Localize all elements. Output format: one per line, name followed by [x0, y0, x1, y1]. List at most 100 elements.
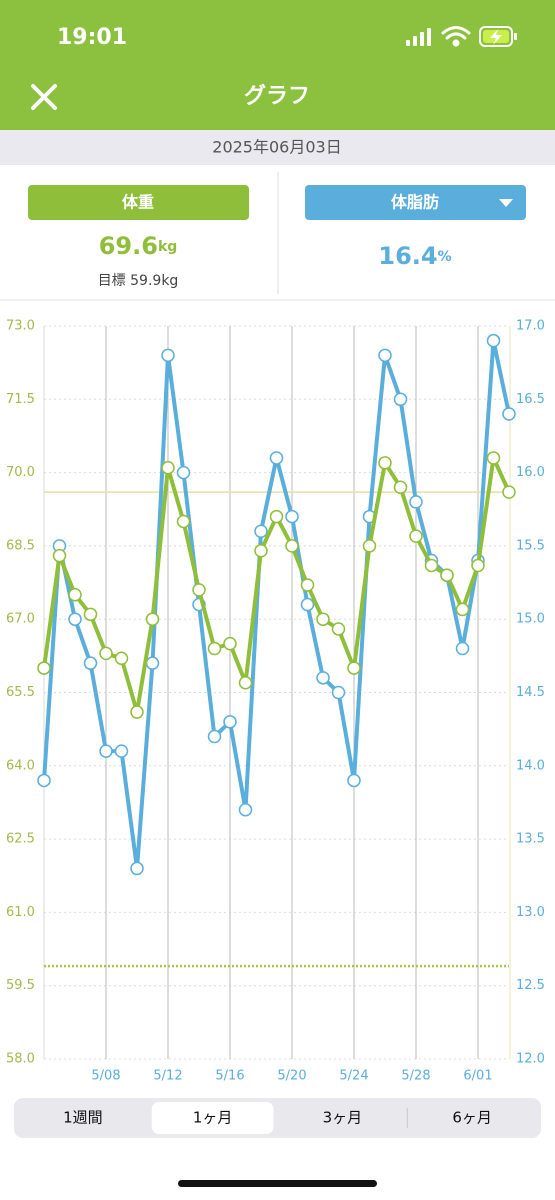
data-point: [486, 451, 501, 465]
data-point: [393, 480, 408, 495]
data-point: [378, 348, 392, 363]
data-point: [378, 456, 392, 470]
tab-bar: [14, 1098, 541, 1138]
data-point: [99, 744, 113, 758]
y2-tick-label: 14.5: [516, 685, 545, 700]
data-point: [176, 465, 191, 480]
y-tick-label: 61.0: [6, 905, 35, 920]
data-point: [223, 636, 237, 651]
data-point: [83, 656, 98, 670]
x-tick-label: 5/24: [339, 1069, 368, 1084]
dropdown-arrow: [499, 199, 513, 207]
y2-tick-label: 13.0: [516, 905, 545, 920]
data-point: [502, 485, 516, 499]
tab[interactable]: 1ヶ月: [193, 1109, 233, 1127]
data-point: [145, 612, 160, 626]
close-button[interactable]: [31, 84, 57, 110]
goal-label: 目標: [98, 273, 126, 289]
data-point: [440, 568, 454, 582]
data-point: [269, 451, 284, 465]
data-point: [254, 544, 268, 558]
data-point: [393, 392, 408, 407]
data-point: [347, 773, 361, 788]
goal-value: 59.9: [130, 273, 161, 289]
data-point: [238, 803, 253, 817]
data-point: [455, 602, 470, 617]
data-point: [68, 588, 82, 602]
goal: 目標 59.9kg: [98, 273, 179, 289]
data-point: [161, 460, 175, 475]
x-tick-label: 5/28: [401, 1069, 430, 1084]
y-tick-label: 59.5: [6, 978, 35, 993]
data-point: [254, 524, 268, 538]
body-fat-value: 16.4%: [378, 242, 451, 270]
wifi-icon: [441, 26, 471, 47]
y2-tick-label: 17.0: [516, 319, 545, 334]
weight-button[interactable]: [28, 185, 249, 220]
y-tick-label: 65.5: [6, 685, 35, 700]
data-point: [130, 861, 144, 876]
data-point: [362, 539, 377, 553]
weight-value: 69.6kg: [99, 232, 178, 260]
tabs: 1週間 1ヶ月 3ヶ月 6ヶ月: [63, 1102, 492, 1134]
data-point: [238, 675, 253, 690]
data-point: [161, 348, 175, 363]
y2-tick-label: 15.5: [516, 538, 545, 553]
data-point: [37, 773, 51, 788]
series-line: [42, 338, 511, 871]
chart: 58.0 59.5 61.0 62.5 64.0 65.5 67.0 68.5 70.0 71.5…: [6, 319, 545, 1084]
weight-label: 体重: [122, 193, 154, 212]
home-indicator: [178, 1180, 377, 1187]
y2-tick-label: 15.0: [516, 612, 545, 627]
y2-tick-label: 12.0: [516, 1052, 545, 1067]
data-point: [300, 597, 315, 612]
y2-tick-label: 16.5: [516, 392, 545, 407]
data-point: [455, 641, 470, 656]
y2-tick-label: 12.5: [516, 978, 545, 993]
data-point: [176, 514, 191, 529]
data-point: [424, 558, 439, 573]
data-point: [285, 539, 299, 553]
data-point: [316, 671, 330, 685]
data-point: [114, 744, 129, 758]
x-tick-label: 5/12: [153, 1069, 182, 1084]
header-title: グラフ: [244, 83, 310, 109]
data-point: [486, 333, 501, 348]
data-point: [269, 509, 284, 524]
data-point: [207, 729, 222, 744]
data-point: [347, 661, 361, 675]
y2-tick-label: 16.0: [516, 465, 545, 480]
body-fat-button[interactable]: [305, 185, 526, 220]
date: 2025年06月03日: [212, 138, 341, 157]
status-time: 19:01: [57, 25, 127, 50]
weight-number: 69.6: [99, 232, 158, 260]
data-point: [145, 656, 160, 670]
y-tick-label: 64.0: [6, 758, 35, 773]
header-bg: [0, 0, 555, 130]
data-point: [331, 685, 346, 700]
body-fat-number: 16.4: [378, 242, 437, 270]
signal-icon: [406, 28, 431, 46]
data-point: [114, 651, 129, 666]
goal-unit: kg: [161, 273, 178, 289]
data-point: [130, 705, 144, 719]
y2-tick-label: 13.5: [516, 832, 545, 847]
tab[interactable]: 6ヶ月: [452, 1109, 492, 1127]
data-point: [300, 578, 315, 592]
tab-selected: [151, 1102, 274, 1134]
y2-tick-label: 14.0: [516, 758, 545, 773]
data-point: [52, 548, 67, 563]
data-point: [207, 641, 222, 656]
y-tick-label: 71.5: [6, 392, 35, 407]
body-fat-unit: %: [438, 249, 452, 265]
data-point: [99, 646, 113, 661]
date-bar: [0, 130, 555, 165]
x-tick-label: 5/08: [91, 1069, 120, 1084]
tab[interactable]: 1週間: [63, 1109, 103, 1127]
y-tick-label: 58.0: [6, 1052, 35, 1067]
tab[interactable]: 3ヶ月: [323, 1109, 363, 1127]
y-tick-label: 62.5: [6, 832, 35, 847]
data-point: [316, 612, 330, 626]
